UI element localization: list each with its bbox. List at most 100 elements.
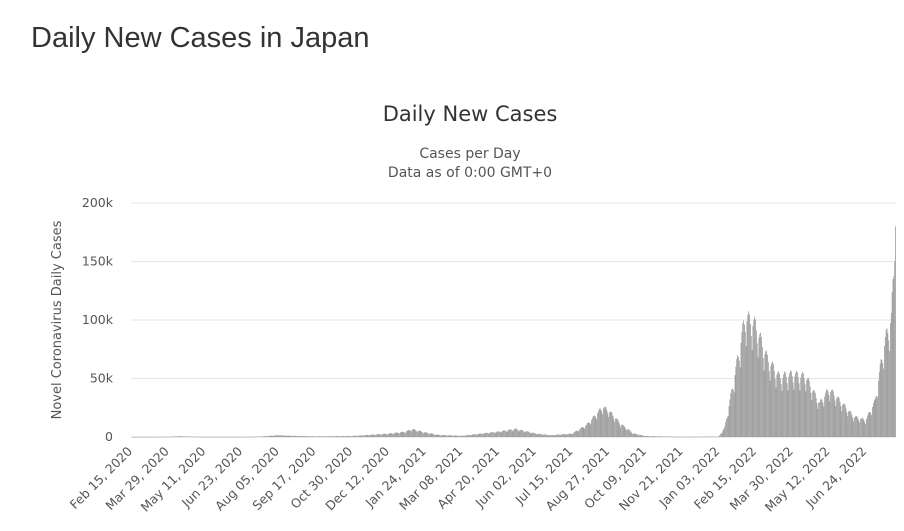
bar xyxy=(141,436,143,438)
bar xyxy=(632,433,633,437)
bar xyxy=(558,434,560,437)
bar xyxy=(820,399,821,437)
bar xyxy=(581,427,583,437)
bar xyxy=(460,435,462,437)
bar xyxy=(704,436,706,438)
bar xyxy=(771,363,773,437)
bar xyxy=(431,433,433,437)
bar xyxy=(249,436,251,438)
bar xyxy=(169,436,171,438)
bar xyxy=(195,436,197,438)
bar xyxy=(661,436,662,437)
bar xyxy=(760,332,762,437)
bar xyxy=(411,431,412,437)
bar xyxy=(233,436,235,438)
bar xyxy=(358,435,359,437)
bar xyxy=(208,436,210,438)
bar xyxy=(790,371,792,437)
bar xyxy=(794,376,796,437)
bar xyxy=(694,436,696,438)
bar xyxy=(539,433,541,437)
bar xyxy=(174,436,176,437)
bar xyxy=(377,434,379,437)
bar xyxy=(615,418,617,437)
bar xyxy=(891,292,893,437)
bar xyxy=(718,436,720,437)
bar xyxy=(136,436,138,438)
bar xyxy=(243,436,245,438)
bar xyxy=(303,436,305,437)
bar xyxy=(530,433,532,437)
bar xyxy=(858,420,860,437)
bar xyxy=(844,405,846,437)
bar xyxy=(676,436,678,438)
bar xyxy=(625,428,627,437)
bar xyxy=(170,436,172,438)
bar xyxy=(574,431,576,437)
bar xyxy=(845,408,847,437)
bar xyxy=(859,422,861,437)
bar xyxy=(451,435,452,437)
bar xyxy=(137,436,139,438)
bar xyxy=(510,429,512,437)
bar xyxy=(513,429,515,437)
bar xyxy=(295,435,297,437)
bar xyxy=(420,431,422,437)
bar xyxy=(230,436,231,438)
bar xyxy=(333,436,335,437)
bar xyxy=(728,406,730,437)
bar xyxy=(288,435,290,437)
bar xyxy=(213,436,215,438)
bar xyxy=(312,436,314,437)
bar xyxy=(812,391,814,437)
bar xyxy=(168,436,170,438)
bar xyxy=(134,436,136,438)
bar xyxy=(697,436,699,438)
bar xyxy=(865,424,867,437)
bar xyxy=(665,436,667,437)
bar xyxy=(744,331,746,437)
y-tick-label: 100k xyxy=(82,312,114,327)
bar xyxy=(194,436,195,438)
bar xyxy=(445,435,446,437)
bar xyxy=(330,436,332,437)
bar xyxy=(609,412,610,437)
bar xyxy=(366,434,368,437)
bar xyxy=(230,436,232,438)
bar xyxy=(740,342,742,437)
bar xyxy=(473,434,475,437)
bar xyxy=(724,426,726,437)
bar xyxy=(553,435,555,437)
bar xyxy=(819,402,820,437)
bar xyxy=(310,436,312,437)
bar xyxy=(557,434,558,437)
bar xyxy=(754,316,756,437)
bar xyxy=(405,432,406,437)
bar xyxy=(727,416,729,437)
bar xyxy=(162,436,164,438)
bar xyxy=(783,374,785,437)
bar xyxy=(528,431,529,437)
bar xyxy=(206,436,207,438)
bar xyxy=(522,430,524,437)
bar xyxy=(232,436,234,438)
bar xyxy=(450,435,452,437)
bar xyxy=(626,430,627,437)
bar xyxy=(549,435,551,437)
bar xyxy=(352,436,353,437)
bar xyxy=(321,436,323,437)
bar xyxy=(328,436,330,437)
bar xyxy=(505,431,507,437)
bar xyxy=(247,436,248,438)
bar xyxy=(478,433,480,437)
bar xyxy=(432,433,434,437)
bar xyxy=(384,433,386,437)
bar xyxy=(452,435,454,437)
bar xyxy=(429,433,431,437)
bar xyxy=(381,434,382,437)
bar xyxy=(683,436,685,438)
bar xyxy=(322,436,324,437)
bar xyxy=(825,392,826,437)
bar xyxy=(758,337,760,437)
bar xyxy=(796,370,797,437)
